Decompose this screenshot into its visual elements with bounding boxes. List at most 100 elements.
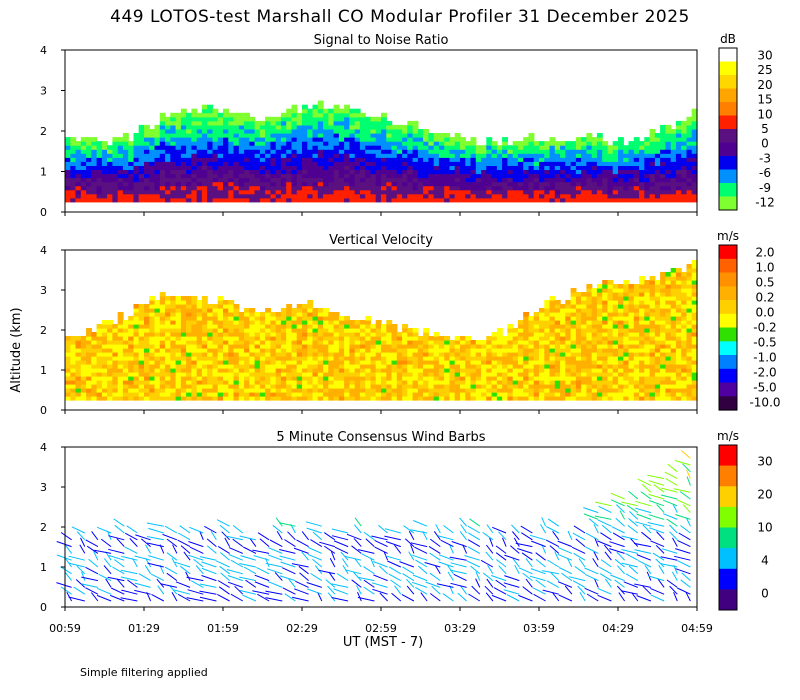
heatmap-cell [381,328,387,333]
heatmap-cell [465,396,472,401]
heatmap-cell [570,197,577,203]
heatmap-cell [112,137,119,142]
heatmap-cell [581,197,587,203]
heatmap-cell [623,364,630,369]
heatmap-cell [549,185,556,191]
heatmap-cell [475,384,482,389]
heatmap-cell [354,388,361,393]
heatmap-cell [128,185,135,191]
heatmap-cell [565,165,572,170]
heatmap-cell [323,336,329,341]
heatmap-cell [554,300,561,305]
heatmap-cell [349,384,356,389]
heatmap-cell [254,340,261,345]
heatmap-cell [223,181,229,187]
heatmap-cell [275,340,282,345]
heatmap-cell [144,364,150,369]
heatmap-cell [654,181,661,187]
heatmap-cell [660,348,666,353]
heatmap-cell [238,376,245,381]
heatmap-cell [354,153,361,158]
heatmap-cell [317,380,324,385]
heatmap-cell [612,193,619,199]
heatmap-cell [612,368,619,373]
heatmap-cell [665,149,672,154]
heatmap-cell [649,312,656,317]
heatmap-cell [554,352,561,357]
heatmap-cell [338,360,345,365]
heatmap-cell [454,348,461,353]
heatmap-cell [381,388,387,393]
heatmap-cell [549,177,556,183]
heatmap-cell [565,376,572,381]
heatmap-cell [565,368,572,373]
heatmap-cell [444,145,451,150]
heatmap-cell [333,129,340,134]
heatmap-cell [196,364,203,369]
heatmap-cell [344,316,350,321]
heatmap-cell [623,344,630,349]
heatmap-cell [496,372,503,377]
heatmap-cell [560,312,566,317]
snr-panel: Signal to Noise Ratio01234dB302520151050… [40,32,775,219]
heatmap-cell [112,149,119,154]
heatmap-cell [238,332,245,337]
heatmap-cell [165,368,171,373]
heatmap-cell [681,376,688,381]
heatmap-cell [554,157,561,162]
heatmap-cell [639,396,645,401]
heatmap-cell [307,149,314,154]
heatmap-cell [554,340,561,345]
heatmap-cell [618,300,624,305]
heatmap-cell [412,141,419,146]
heatmap-cell [328,169,335,175]
heatmap-cell [175,312,182,317]
heatmap-cell [423,348,429,353]
heatmap-cell [180,332,187,337]
heatmap-cell [196,356,203,361]
heatmap-cell [244,316,250,321]
heatmap-cell [149,308,156,313]
heatmap-cell [602,153,609,158]
heatmap-cell [223,356,229,361]
heatmap-cell [596,384,603,389]
heatmap-cell [644,304,651,309]
heatmap-cell [323,340,329,345]
heatmap-cell [586,149,593,154]
heatmap-cell [381,332,387,337]
heatmap-cell [512,149,519,154]
heatmap-cell [270,332,277,337]
heatmap-cell [686,268,693,273]
heatmap-cell [396,157,403,162]
heatmap-cell [286,312,293,317]
heatmap-cell [280,388,287,393]
heatmap-cell [649,145,656,150]
heatmap-cell [201,112,208,118]
heatmap-cell [549,308,556,313]
heatmap-cell [433,133,440,138]
heatmap-cell [159,133,166,138]
heatmap-cell [328,316,335,321]
heatmap-cell [433,141,440,146]
heatmap-cell [591,157,598,162]
heatmap-cell [565,328,572,333]
heatmap-cell [549,197,556,203]
heatmap-cell [370,348,377,353]
heatmap-cell [481,388,487,393]
heatmap-cell [180,133,187,138]
heatmap-cell [238,340,245,345]
heatmap-cell [207,352,214,357]
heatmap-cell [539,177,545,183]
heatmap-cell [602,308,609,313]
heatmap-cell [581,292,587,297]
heatmap-cell [491,189,498,195]
heatmap-cell [170,120,177,126]
heatmap-cell [681,352,688,357]
heatmap-cell [681,296,688,301]
heatmap-cell [423,161,429,166]
heatmap-cell [628,153,635,158]
heatmap-cell [438,368,445,373]
heatmap-cell [217,300,224,305]
heatmap-cell [154,300,161,305]
heatmap-cell [649,284,656,289]
